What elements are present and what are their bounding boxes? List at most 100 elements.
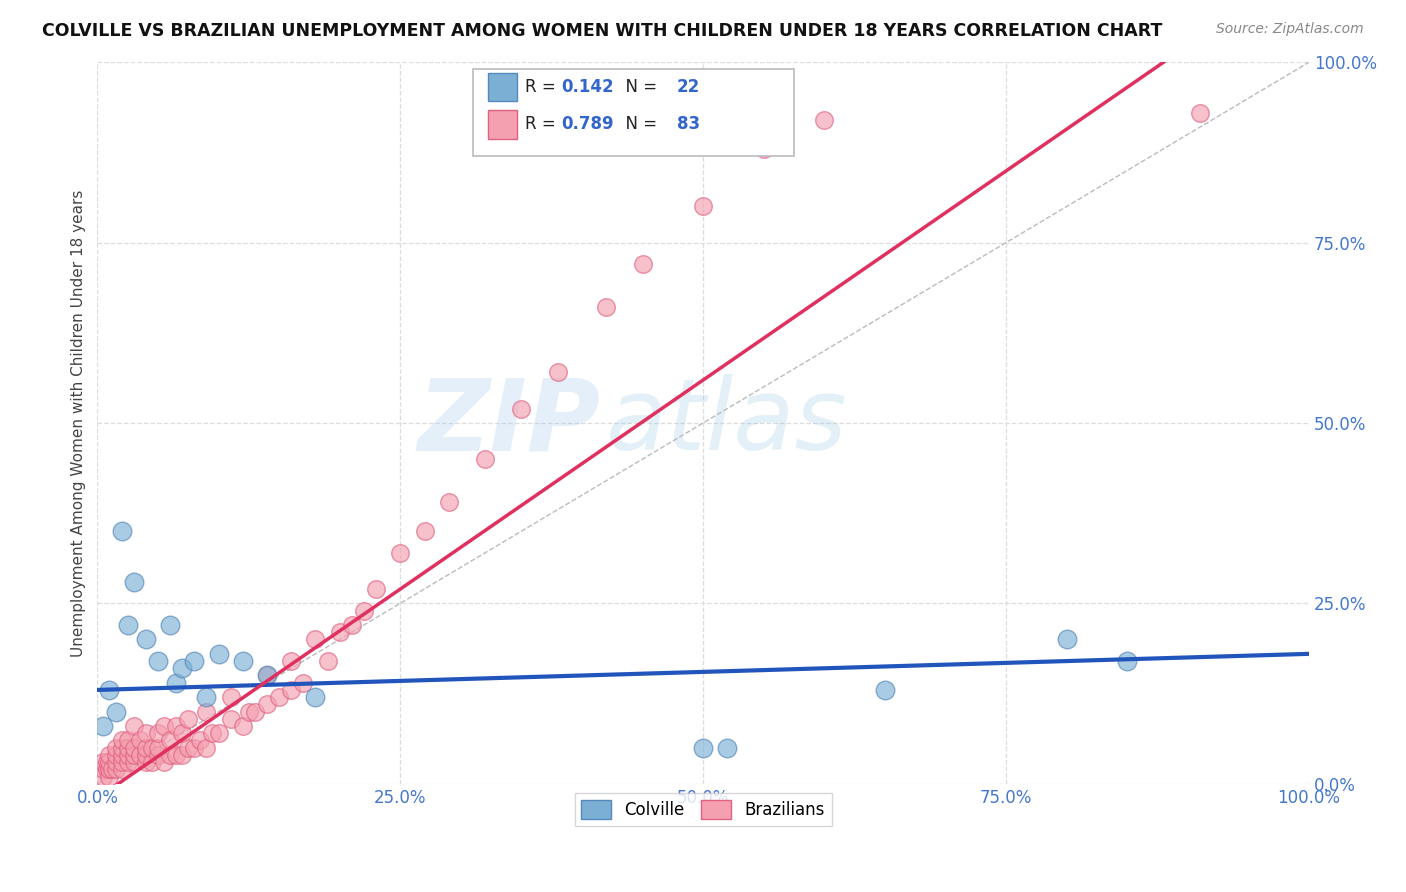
Point [104, 747, 127, 762]
Point [128, 747, 150, 762]
Point [98, 682, 121, 697]
Point [413, 524, 436, 538]
Point [280, 682, 302, 697]
Point [353, 603, 375, 617]
Text: ZIP: ZIP [418, 375, 600, 472]
Point [207, 726, 229, 740]
Point [304, 632, 326, 647]
Point [93, 719, 115, 733]
Point [122, 755, 145, 769]
FancyBboxPatch shape [488, 110, 516, 139]
Point [93, 755, 115, 769]
Point [201, 726, 224, 740]
Point [238, 705, 260, 719]
Point [117, 747, 139, 762]
Point [101, 762, 124, 776]
Point [813, 112, 835, 127]
Point [547, 366, 569, 380]
Point [110, 747, 132, 762]
Point [752, 142, 775, 156]
Point [117, 740, 139, 755]
Point [716, 740, 738, 755]
Point [474, 452, 496, 467]
Point [146, 654, 169, 668]
Text: atlas: atlas [606, 375, 848, 472]
Point [153, 755, 176, 769]
Point [172, 661, 194, 675]
Point [96, 762, 118, 776]
Point [104, 762, 127, 776]
Point [692, 199, 714, 213]
Point [122, 747, 145, 762]
Point [631, 257, 654, 271]
Text: 22: 22 [676, 78, 700, 96]
Point [232, 719, 254, 733]
Point [165, 747, 187, 762]
Point [135, 747, 157, 762]
Point [269, 690, 291, 705]
Text: R =: R = [524, 78, 561, 96]
Point [195, 705, 218, 719]
Point [329, 625, 352, 640]
Point [93, 762, 115, 776]
Point [1056, 632, 1078, 647]
Point [153, 719, 176, 733]
Point [232, 654, 254, 668]
Point [122, 574, 145, 589]
Point [256, 668, 278, 682]
Point [117, 618, 139, 632]
Point [141, 740, 163, 755]
Text: N =: N = [614, 115, 662, 133]
Point [165, 675, 187, 690]
Point [219, 712, 242, 726]
Point [98, 747, 121, 762]
Legend: Colville, Brazilians: Colville, Brazilians [575, 793, 832, 826]
Point [873, 682, 896, 697]
Text: Source: ZipAtlas.com: Source: ZipAtlas.com [1216, 22, 1364, 37]
Point [110, 755, 132, 769]
Point [340, 618, 363, 632]
Point [219, 690, 242, 705]
Point [172, 726, 194, 740]
Point [135, 632, 157, 647]
Point [159, 747, 181, 762]
Point [135, 740, 157, 755]
Point [96, 755, 118, 769]
Point [177, 740, 200, 755]
Text: R =: R = [524, 115, 561, 133]
Point [188, 733, 211, 747]
Point [1116, 654, 1139, 668]
Point [692, 740, 714, 755]
Point [510, 401, 533, 416]
Point [280, 654, 302, 668]
Point [122, 719, 145, 733]
Point [135, 726, 157, 740]
Point [93, 770, 115, 784]
Point [364, 582, 387, 596]
Point [146, 740, 169, 755]
Text: 0.789: 0.789 [561, 115, 614, 133]
Point [128, 733, 150, 747]
Point [117, 733, 139, 747]
Point [183, 654, 205, 668]
Point [146, 726, 169, 740]
Point [104, 755, 127, 769]
Point [243, 705, 266, 719]
Y-axis label: Unemployment Among Women with Children Under 18 years: Unemployment Among Women with Children U… [72, 189, 86, 657]
Point [1189, 105, 1212, 120]
Point [110, 762, 132, 776]
FancyBboxPatch shape [488, 72, 516, 102]
Point [292, 675, 315, 690]
Text: COLVILLE VS BRAZILIAN UNEMPLOYMENT AMONG WOMEN WITH CHILDREN UNDER 18 YEARS CORR: COLVILLE VS BRAZILIAN UNEMPLOYMENT AMONG… [42, 22, 1163, 40]
Point [159, 618, 181, 632]
Text: N =: N = [614, 78, 662, 96]
Point [104, 705, 127, 719]
Point [146, 747, 169, 762]
Point [183, 740, 205, 755]
Point [256, 668, 278, 682]
Point [98, 755, 121, 769]
Point [207, 647, 229, 661]
Point [117, 755, 139, 769]
Point [110, 740, 132, 755]
Text: 0.142: 0.142 [561, 78, 614, 96]
